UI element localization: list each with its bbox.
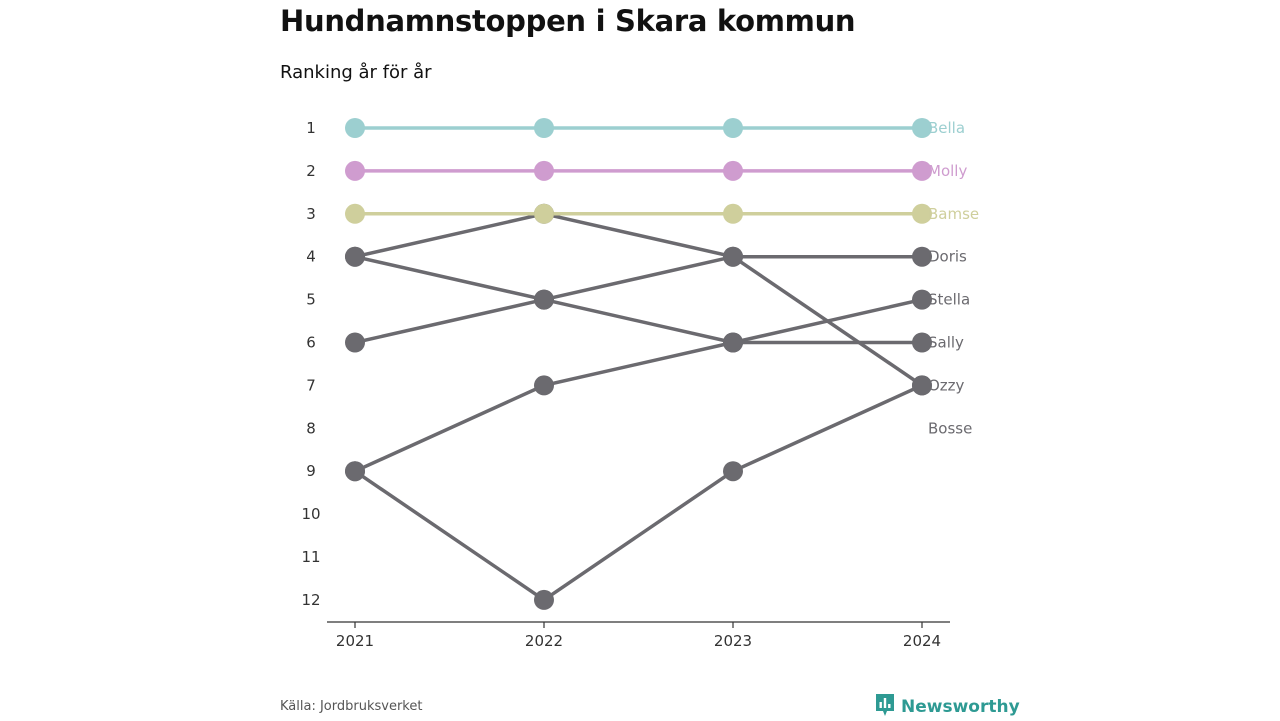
y-tick-label: 6	[306, 334, 316, 352]
series-point-bamse	[912, 203, 932, 224]
y-tick-label: 4	[306, 248, 316, 266]
chart-title: Hundnamnstoppen i Skara kommun	[280, 4, 856, 38]
series-point-bamse	[345, 203, 365, 224]
y-tick-label: 8	[306, 419, 316, 437]
y-tick-label: 11	[301, 548, 320, 566]
end-label-stella: Stella	[928, 291, 970, 309]
series-point-bella	[912, 118, 932, 138]
end-label-bella: Bella	[928, 119, 965, 137]
y-tick-label: 2	[306, 162, 316, 180]
series-point-molly	[912, 160, 932, 181]
series-point-bella	[723, 118, 743, 138]
y-tick-label: 12	[301, 591, 320, 609]
end-label-bamse: Bamse	[928, 205, 979, 223]
end-label-molly: Molly	[928, 162, 967, 180]
y-tick-label: 7	[306, 376, 316, 394]
y-tick-label: 1	[306, 119, 316, 137]
source-note: Källa: Jordbruksverket	[280, 699, 423, 714]
series-line-stella	[354, 297, 923, 345]
chart-subtitle: Ranking år för år	[280, 62, 432, 83]
series-point-stella	[345, 332, 365, 353]
bar-chart-flag-icon	[875, 693, 895, 721]
series-point-bosse	[723, 461, 743, 482]
y-tick-label: 10	[301, 505, 320, 523]
end-label-doris: Doris	[928, 248, 967, 266]
series-point-sally	[723, 332, 743, 353]
series-line-sally	[354, 340, 922, 473]
series-point-molly	[723, 160, 743, 181]
y-tick-label: 9	[306, 462, 316, 480]
series-point-bella	[534, 118, 554, 138]
newsworthy-logo: Newsworthy	[875, 694, 1020, 720]
end-label-sally: Sally	[928, 334, 964, 352]
series-point-bella	[345, 118, 365, 138]
x-tick-label: 2024	[903, 632, 941, 650]
series-point-molly	[345, 160, 365, 181]
series-point-bamse	[534, 203, 554, 224]
series-point-sally	[912, 332, 932, 353]
series-line-doris	[354, 254, 922, 302]
x-tick-label: 2021	[336, 632, 374, 650]
series-point-stella	[912, 289, 932, 310]
series-line-ozzy	[354, 212, 923, 387]
series-point-doris	[912, 246, 932, 267]
end-label-bosse: Bosse	[928, 419, 972, 437]
brand-name: Newsworthy	[901, 697, 1020, 717]
series-point-bosse	[912, 375, 932, 396]
x-tick-label: 2022	[525, 632, 563, 650]
series-line-bosse	[354, 383, 923, 602]
series-point-ozzy	[723, 246, 743, 267]
y-tick-label: 5	[306, 291, 316, 309]
series-point-bosse	[345, 461, 365, 482]
series-point-molly	[534, 160, 554, 181]
x-tick-label: 2023	[714, 632, 752, 650]
end-label-ozzy: Ozzy	[928, 376, 965, 394]
series-point-sally	[534, 375, 554, 396]
series-point-ozzy	[345, 246, 365, 267]
series-point-stella	[534, 289, 554, 310]
y-tick-label: 3	[306, 205, 316, 223]
series-point-bosse	[534, 589, 554, 610]
series-point-bamse	[723, 203, 743, 224]
